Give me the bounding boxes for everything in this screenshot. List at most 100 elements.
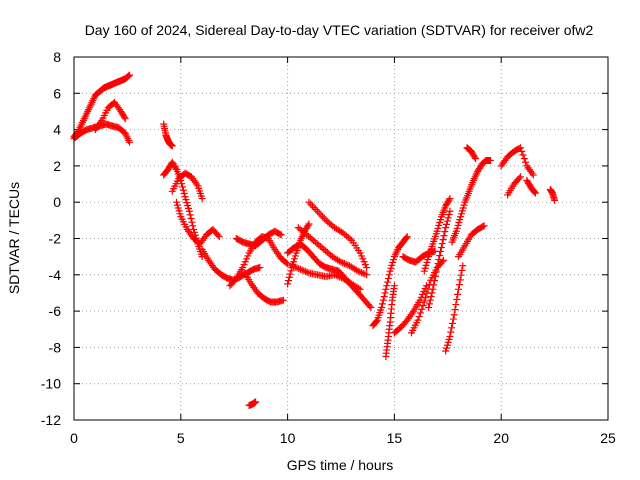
data-point xyxy=(334,272,342,280)
data-point xyxy=(337,258,345,266)
data-point xyxy=(256,264,264,272)
data-point xyxy=(304,221,312,229)
data-point xyxy=(367,303,375,311)
data-point xyxy=(458,266,466,274)
y-tick-label: 4 xyxy=(53,122,61,138)
data-point xyxy=(419,302,427,310)
data-point xyxy=(437,248,445,256)
data-point xyxy=(422,294,430,302)
data-point xyxy=(285,273,293,281)
data-point xyxy=(402,234,410,242)
data-point xyxy=(384,278,392,286)
data-point xyxy=(414,316,422,324)
data-point xyxy=(372,317,380,325)
y-tick-label: -2 xyxy=(49,231,62,247)
data-point xyxy=(363,271,371,279)
data-point xyxy=(425,303,433,311)
x-tick-label: 15 xyxy=(387,430,403,446)
data-point xyxy=(459,262,467,270)
data-point xyxy=(126,138,134,146)
data-point xyxy=(440,232,448,240)
data-point xyxy=(186,211,194,219)
data-point xyxy=(305,220,313,228)
data-point xyxy=(437,244,445,252)
data-point xyxy=(303,268,311,276)
data-point xyxy=(189,222,197,230)
data-point xyxy=(187,215,195,223)
data-point xyxy=(456,276,464,284)
data-point xyxy=(188,218,196,226)
data-point xyxy=(284,260,292,268)
data-point xyxy=(431,272,439,280)
y-tick-label: -8 xyxy=(49,339,62,355)
plot-frame xyxy=(73,56,609,421)
data-point xyxy=(383,282,391,290)
data-point xyxy=(418,305,426,313)
data-point xyxy=(198,195,206,203)
x-axis-label: GPS time / hours xyxy=(287,457,394,473)
data-point xyxy=(354,267,362,275)
data-point xyxy=(302,268,310,276)
data-point xyxy=(290,262,298,270)
data-point xyxy=(515,174,523,182)
data-point xyxy=(356,285,364,293)
data-point xyxy=(380,293,388,301)
data-point xyxy=(487,156,495,164)
data-point xyxy=(429,285,437,293)
data-point xyxy=(451,306,459,314)
data-point xyxy=(446,207,454,215)
y-tick-label: -10 xyxy=(41,376,61,392)
grid-lines xyxy=(74,57,608,420)
data-point xyxy=(453,295,461,303)
data-point xyxy=(441,228,449,236)
data-point xyxy=(384,274,392,282)
data-point xyxy=(121,115,129,123)
data-point xyxy=(282,259,290,267)
data-point xyxy=(439,236,447,244)
data-point xyxy=(430,281,438,289)
data-point xyxy=(479,223,487,231)
data-point xyxy=(454,290,462,298)
data-point xyxy=(286,270,294,278)
data-point xyxy=(185,207,193,215)
data-point xyxy=(340,260,348,268)
data-point xyxy=(296,265,304,273)
data-point xyxy=(300,267,308,275)
data-point xyxy=(436,252,444,260)
data-point xyxy=(431,277,439,285)
data-point xyxy=(438,240,446,248)
x-tick-label: 20 xyxy=(493,430,509,446)
data-point xyxy=(215,233,223,241)
data-point xyxy=(339,259,347,267)
data-point xyxy=(279,296,287,304)
data-point xyxy=(551,196,559,204)
data-point xyxy=(472,155,480,163)
data-point xyxy=(454,285,462,293)
y-tick-label: -6 xyxy=(49,303,62,319)
data-point xyxy=(432,268,440,276)
data-point xyxy=(295,265,303,273)
data-point xyxy=(452,301,460,309)
data-point xyxy=(522,158,530,166)
data-point xyxy=(516,173,524,181)
data-point xyxy=(359,269,367,277)
data-point xyxy=(356,268,364,276)
data-point xyxy=(331,271,339,279)
data-point xyxy=(277,231,285,239)
data-points xyxy=(70,71,559,409)
data-point xyxy=(363,264,371,272)
data-point xyxy=(403,233,411,241)
data-point xyxy=(390,282,398,290)
data-point xyxy=(355,284,363,292)
data-point xyxy=(448,319,456,327)
data-point xyxy=(252,398,260,406)
data-point xyxy=(445,211,453,219)
data-point xyxy=(293,264,301,272)
data-point xyxy=(288,262,296,270)
x-tick-label: 10 xyxy=(280,430,296,446)
data-point xyxy=(529,171,537,179)
data-point xyxy=(457,271,465,279)
